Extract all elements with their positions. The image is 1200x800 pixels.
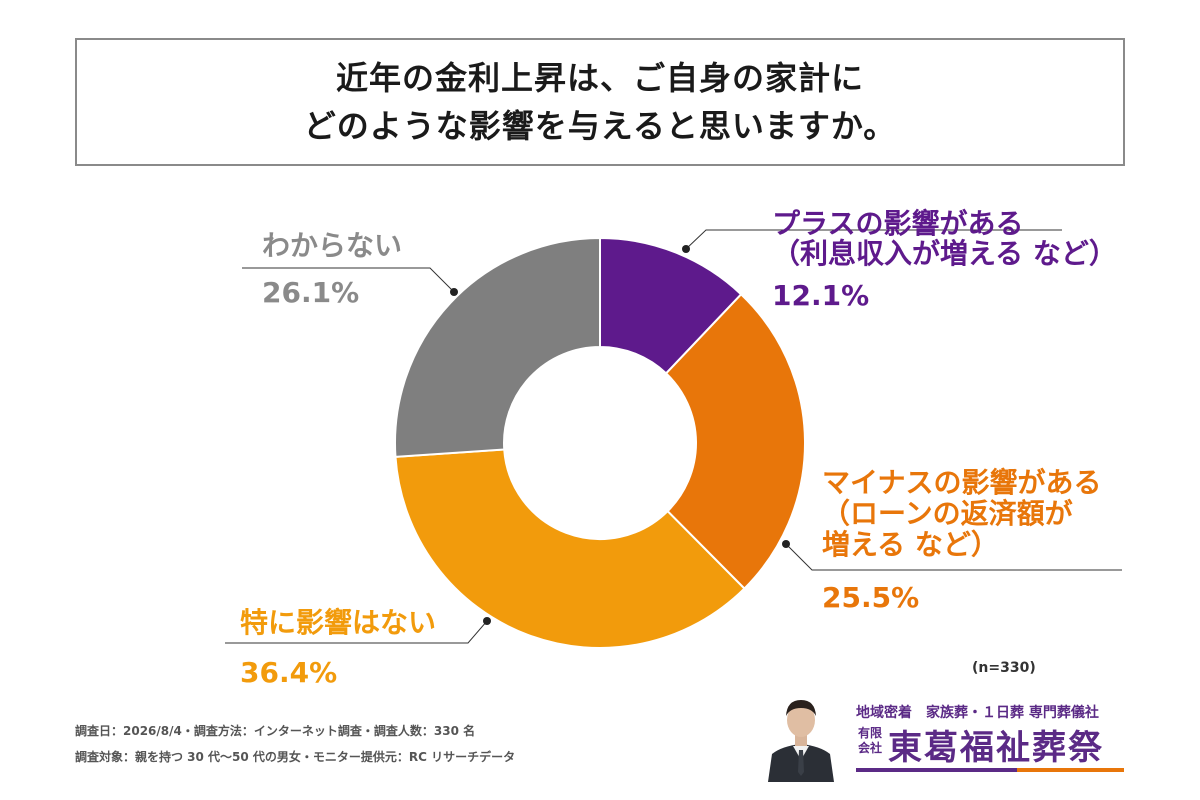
badge-bottom: 会社 <box>857 741 882 755</box>
slice-percent-0: 12.1% <box>772 279 869 312</box>
leader-dot-3 <box>450 288 458 296</box>
slice-label-0-line-1: （利息収入が増える など） <box>772 237 1117 270</box>
footnote-target: 調査対象：親を持つ 30 代～50 代の男女・モニター提供元：RC リサーチデー… <box>75 750 516 764</box>
slice-label-3-line-0: わからない <box>262 229 402 262</box>
company-type-badge: 有限 会社 <box>856 726 884 756</box>
logo-underline <box>856 768 1124 772</box>
slice-percent-2: 36.4% <box>240 656 337 689</box>
title-line-2: どのような影響を与えると思いますか。 <box>303 107 897 145</box>
sample-size-label: (n=330) <box>972 660 1036 676</box>
donut-slice-3 <box>394 236 601 458</box>
badge-top: 有限 <box>857 726 882 740</box>
footnote-survey: 調査日：2026/8/4・調査方法：インターネット調査・調査人数：330 名 <box>75 724 476 738</box>
leader-line-0 <box>685 229 1062 250</box>
company-logo: 地域密着 家族葬・１日葬 専門葬儀社 有限 会社 東葛福祉葬祭 <box>762 688 1132 784</box>
slice-percent-1: 25.5% <box>822 581 919 614</box>
leader-line-2 <box>225 620 488 644</box>
leader-dot-2 <box>483 617 491 625</box>
title-line-1: 近年の金利上昇は、ご自身の家計に <box>335 59 864 97</box>
staff-photo <box>762 688 840 782</box>
donut-slice-0 <box>599 236 743 375</box>
slice-label-0-line-0: プラスの影響がある <box>772 207 1023 240</box>
logo-tagline: 地域密着 家族葬・１日葬 専門葬儀社 <box>856 705 1099 721</box>
slice-percent-3: 26.1% <box>262 276 359 309</box>
slice-label-1-line-0: マイナスの影響がある <box>822 466 1101 499</box>
slice-label-1-line-2: 増える など） <box>822 528 999 561</box>
leader-line-3 <box>242 267 455 293</box>
donut-slice-1 <box>664 292 806 590</box>
slice-label-1-line-1: （ローンの返済額が <box>822 497 1073 530</box>
donut-slice-2 <box>394 448 746 649</box>
slice-label-2-line-0: 特に影響はない <box>240 606 436 639</box>
leader-dot-1 <box>782 540 790 548</box>
leader-line-1 <box>785 543 1122 571</box>
title-box: 近年の金利上昇は、ご自身の家計に どのような影響を与えると思いますか。 <box>75 38 1125 166</box>
leader-dot-0 <box>682 245 690 253</box>
company-name: 東葛福祉葬祭 <box>888 728 1104 768</box>
